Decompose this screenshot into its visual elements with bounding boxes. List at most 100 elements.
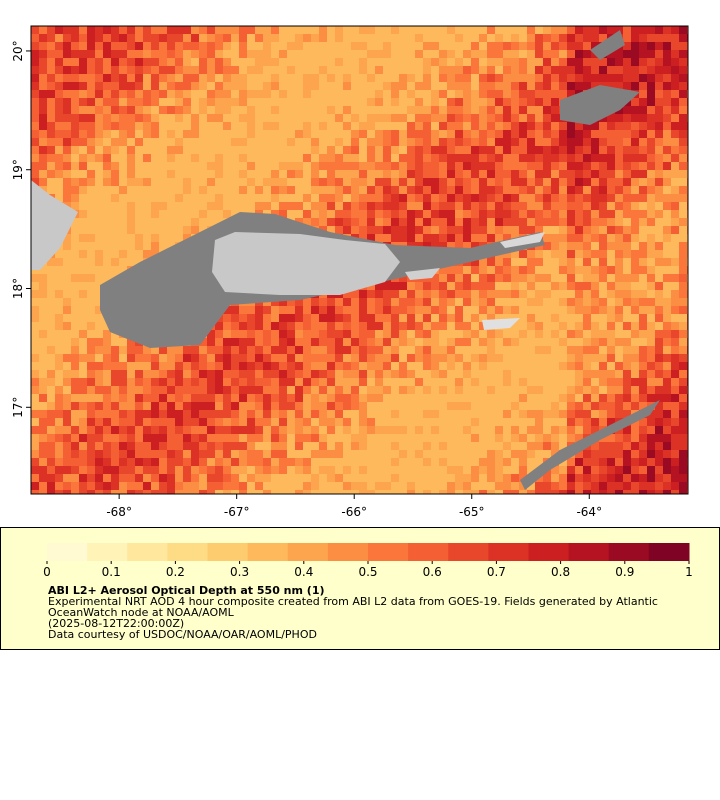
pixel (31, 42, 39, 50)
pixel (87, 34, 95, 42)
pixel (591, 362, 599, 370)
pixel (87, 26, 95, 34)
pixel (431, 122, 439, 130)
pixel (79, 426, 87, 434)
pixel (319, 186, 327, 194)
pixel (343, 386, 351, 394)
pixel (575, 130, 583, 138)
pixel (343, 146, 351, 154)
pixel (399, 50, 407, 58)
pixel (271, 370, 279, 378)
pixel (263, 466, 271, 474)
pixel (487, 122, 495, 130)
pixel (647, 458, 655, 466)
pixel (495, 426, 503, 434)
pixel (31, 298, 39, 306)
pixel (191, 378, 199, 386)
pixel (103, 402, 111, 410)
pixel (295, 298, 303, 306)
pixel (487, 426, 495, 434)
pixel (175, 378, 183, 386)
pixel (463, 266, 471, 274)
pixel (423, 378, 431, 386)
pixel (479, 218, 487, 226)
pixel (519, 122, 527, 130)
pixel (239, 26, 247, 34)
pixel (399, 26, 407, 34)
pixel (127, 34, 135, 42)
pixel (303, 202, 311, 210)
pixel (255, 314, 263, 322)
pixel (255, 394, 263, 402)
pixel (319, 362, 327, 370)
pixel (607, 474, 615, 482)
pixel (663, 418, 671, 426)
pixel (207, 34, 215, 42)
pixel (367, 490, 375, 494)
pixel (335, 226, 343, 234)
pixel (175, 106, 183, 114)
pixel (263, 362, 271, 370)
pixel (343, 322, 351, 330)
pixel (519, 154, 527, 162)
pixel (335, 306, 343, 314)
pixel (207, 466, 215, 474)
pixel (487, 314, 495, 322)
pixel (639, 474, 647, 482)
pixel (119, 258, 127, 266)
pixel (567, 122, 575, 130)
pixel (223, 482, 231, 490)
pixel (391, 482, 399, 490)
pixel (407, 282, 415, 290)
pixel (47, 434, 55, 442)
pixel (295, 146, 303, 154)
pixel (279, 450, 287, 458)
pixel (95, 74, 103, 82)
pixel (183, 58, 191, 66)
pixel (591, 42, 599, 50)
pixel (295, 202, 303, 210)
pixel (135, 42, 143, 50)
pixel (463, 154, 471, 162)
pixel (447, 274, 455, 282)
pixel (151, 162, 159, 170)
pixel (647, 258, 655, 266)
pixel (351, 338, 359, 346)
pixel (551, 250, 559, 258)
pixel (615, 482, 623, 490)
pixel (239, 338, 247, 346)
pixel (71, 42, 79, 50)
pixel (535, 290, 543, 298)
pixel (111, 50, 119, 58)
pixel (375, 354, 383, 362)
pixel (55, 178, 63, 186)
pixel (199, 434, 207, 442)
pixel (391, 450, 399, 458)
pixel (231, 50, 239, 58)
pixel (575, 82, 583, 90)
pixel (495, 274, 503, 282)
pixel (591, 242, 599, 250)
pixel (319, 50, 327, 58)
pixel (551, 266, 559, 274)
pixel (567, 322, 575, 330)
pixel (543, 378, 551, 386)
pixel (519, 426, 527, 434)
pixel (271, 170, 279, 178)
pixel (607, 130, 615, 138)
pixel (247, 98, 255, 106)
pixel (647, 362, 655, 370)
pixel (95, 194, 103, 202)
pixel (399, 34, 407, 42)
pixel (199, 426, 207, 434)
pixel (535, 426, 543, 434)
pixel (519, 138, 527, 146)
pixel (167, 50, 175, 58)
pixel (39, 266, 47, 274)
pixel (63, 74, 71, 82)
pixel (319, 58, 327, 66)
pixel (223, 314, 231, 322)
pixel (647, 330, 655, 338)
pixel (375, 490, 383, 494)
pixel (183, 50, 191, 58)
